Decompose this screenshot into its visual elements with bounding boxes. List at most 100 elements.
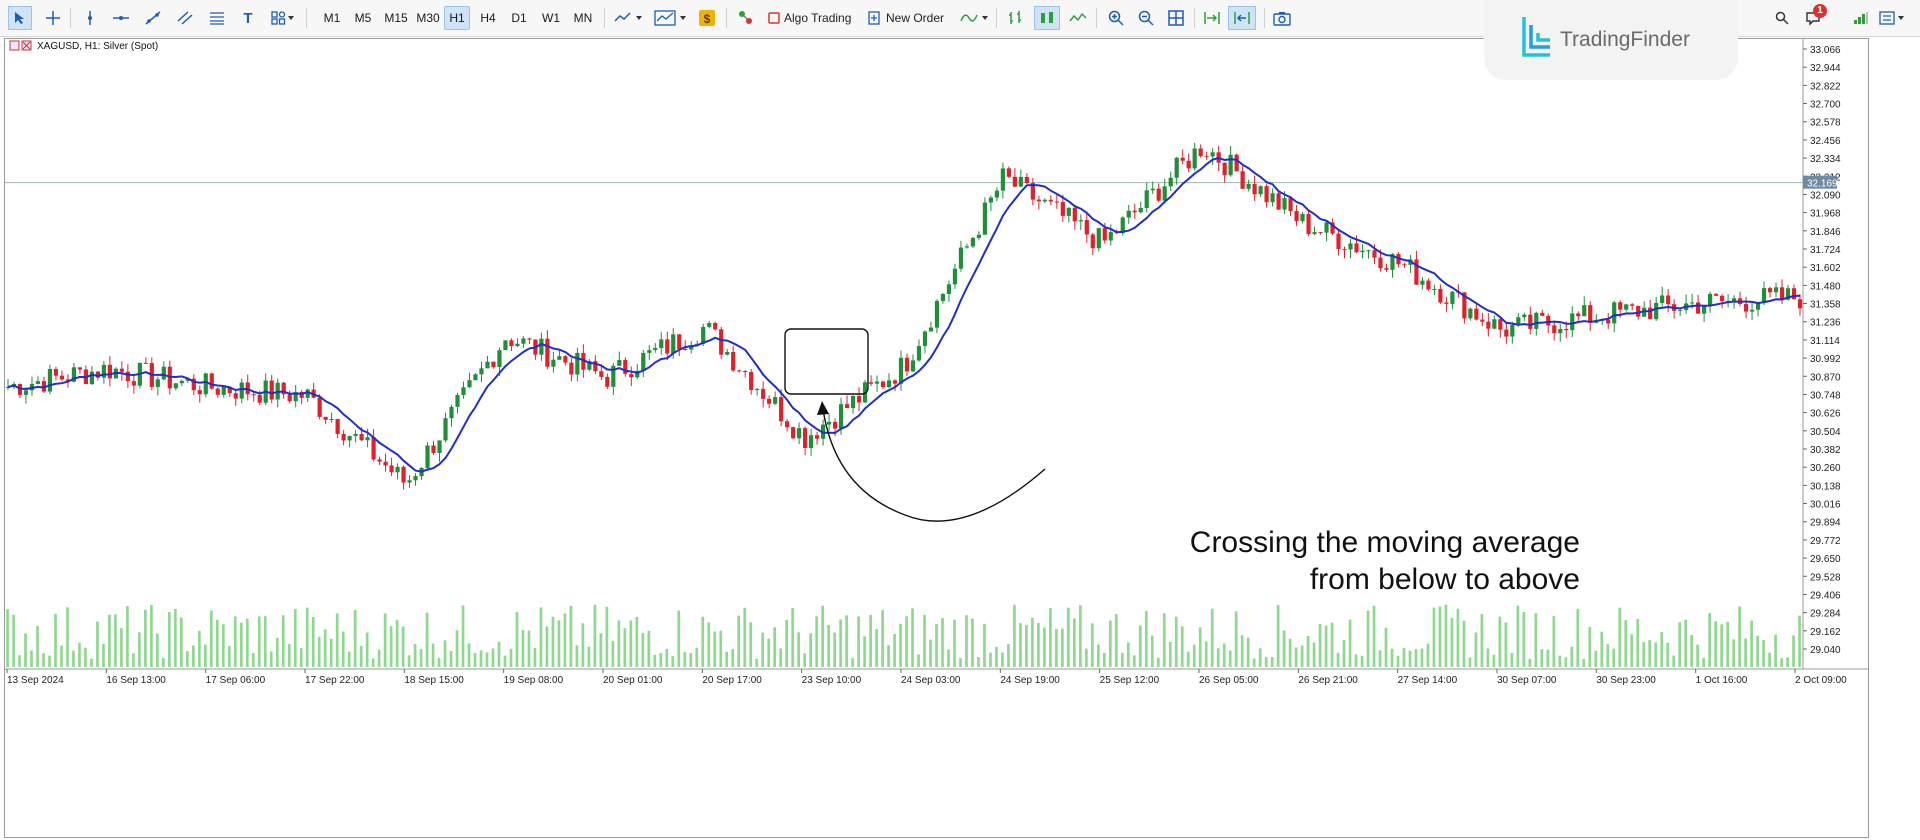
channel-icon[interactable]: [174, 6, 196, 30]
volume-bar: [1408, 650, 1412, 667]
volume-bar: [581, 623, 585, 667]
vertical-line-icon[interactable]: [80, 6, 100, 30]
candle-body: [803, 428, 808, 448]
candle-body: [886, 380, 892, 388]
trendline-icon[interactable]: [142, 6, 164, 30]
zoom-in-icon[interactable]: [1104, 6, 1128, 30]
volume-bar: [1061, 628, 1064, 667]
volume-bar: [1402, 647, 1406, 667]
volume-bar: [1222, 643, 1226, 667]
volume-bar: [1252, 658, 1256, 667]
candle-body: [1504, 329, 1509, 337]
timeframe-mn[interactable]: MN: [573, 11, 593, 25]
candle-body: [1474, 308, 1479, 320]
candle-body: [41, 381, 47, 392]
volume-bar: [599, 633, 603, 667]
volume-bar: [168, 611, 171, 667]
timeframe-h1[interactable]: H1: [444, 6, 470, 30]
volume-bar: [257, 616, 261, 667]
volume-bar: [1240, 635, 1244, 667]
volume-bar: [479, 650, 483, 667]
new-order-icon[interactable]: [866, 6, 882, 30]
text-tool-icon[interactable]: T: [243, 9, 253, 27]
chart-canvas[interactable]: 33.066 32.944 32.822 32.700 32.578 32.456 32.3…: [5, 39, 1868, 837]
volume-bar: [857, 616, 860, 667]
screenshot-icon[interactable]: [1270, 6, 1294, 30]
candle-body: [1773, 287, 1779, 293]
volume-bar: [1786, 657, 1789, 667]
candle-body: [503, 340, 508, 351]
candle-body: [964, 246, 970, 248]
candle-body: [1390, 254, 1395, 270]
volume-bar: [725, 651, 729, 667]
x-tick-label: 13 Sep 2024: [7, 675, 64, 686]
volume-bar: [1300, 645, 1304, 667]
chart-window[interactable]: 33.066 32.944 32.822 32.700 32.578 32.456 32.3…: [4, 38, 1869, 838]
volume-bar: [1744, 638, 1747, 667]
tile-windows-icon[interactable]: [1164, 6, 1188, 30]
cursor-tool-icon[interactable]: [8, 6, 32, 30]
algo-trading-button[interactable]: Algo Trading: [784, 11, 852, 25]
candle-body: [353, 434, 358, 436]
volume-bar: [1090, 623, 1094, 667]
timeframe-m1[interactable]: M1: [323, 11, 341, 25]
candle-body: [1498, 319, 1503, 330]
candle-body: [1636, 305, 1641, 317]
timeframe-m15[interactable]: M15: [384, 11, 408, 25]
volume-bar: [1798, 615, 1801, 667]
candle-body: [209, 373, 214, 389]
candle-body: [107, 364, 112, 379]
volume-bar: [785, 619, 789, 667]
timeframe-w1[interactable]: W1: [542, 11, 560, 25]
fibonacci-icon[interactable]: [206, 6, 228, 30]
horizontal-line-icon[interactable]: [110, 6, 132, 30]
candle-body: [1510, 324, 1515, 337]
crosshair-icon[interactable]: [42, 6, 64, 30]
candlestick-icon[interactable]: [1034, 6, 1060, 30]
candle-body: [737, 370, 742, 372]
candle-body: [1564, 329, 1569, 331]
search-icon[interactable]: [1772, 6, 1792, 30]
volume-bar: [449, 651, 453, 667]
indicators-icon[interactable]: [652, 6, 690, 30]
timeframe-m30[interactable]: M30: [416, 11, 440, 25]
chart-shift-icon[interactable]: [1228, 6, 1256, 30]
candle-body: [874, 381, 880, 384]
zoom-out-icon[interactable]: [1134, 6, 1158, 30]
candle-body: [1300, 214, 1305, 222]
timeframe-m5[interactable]: M5: [354, 11, 372, 25]
auto-scroll-icon[interactable]: [1200, 6, 1224, 30]
candle-body: [623, 360, 628, 374]
account-icon[interactable]: [1876, 6, 1908, 30]
candle-body: [467, 380, 472, 388]
dollar-icon[interactable]: $: [696, 6, 718, 30]
volume-bar: [491, 648, 495, 667]
candle-body: [581, 352, 586, 370]
volume-bar: [1438, 606, 1442, 667]
shapes-icon[interactable]: [268, 6, 298, 30]
candle-body: [1438, 288, 1443, 303]
signals-icon[interactable]: [734, 6, 758, 30]
volume-bar: [281, 615, 285, 667]
chart-type-icon[interactable]: [612, 6, 646, 30]
line-chart-icon[interactable]: [1066, 6, 1090, 30]
y-tick-label: 32.944: [1810, 63, 1841, 74]
candle-body: [485, 361, 490, 369]
timeframe-d1[interactable]: D1: [511, 11, 527, 25]
algo-trading-icon[interactable]: [766, 6, 782, 30]
candle-body: [1204, 156, 1209, 158]
x-tick-label: 20 Sep 17:00: [702, 675, 762, 686]
timeframe-h4[interactable]: H4: [480, 11, 496, 25]
volume-bar: [1150, 635, 1154, 667]
candle-body: [677, 334, 682, 350]
candle-body: [898, 357, 904, 384]
volume-bar: [605, 606, 609, 667]
volume-bar: [989, 652, 992, 667]
new-order-button[interactable]: New Order: [886, 11, 945, 25]
notifications-icon[interactable]: 1: [1798, 4, 1828, 30]
volume-bar: [1534, 613, 1538, 667]
volume-bar: [749, 622, 753, 667]
candle-body: [1366, 250, 1371, 252]
bar-chart-icon[interactable]: [1004, 6, 1028, 30]
wave-menu-icon[interactable]: [958, 6, 992, 30]
